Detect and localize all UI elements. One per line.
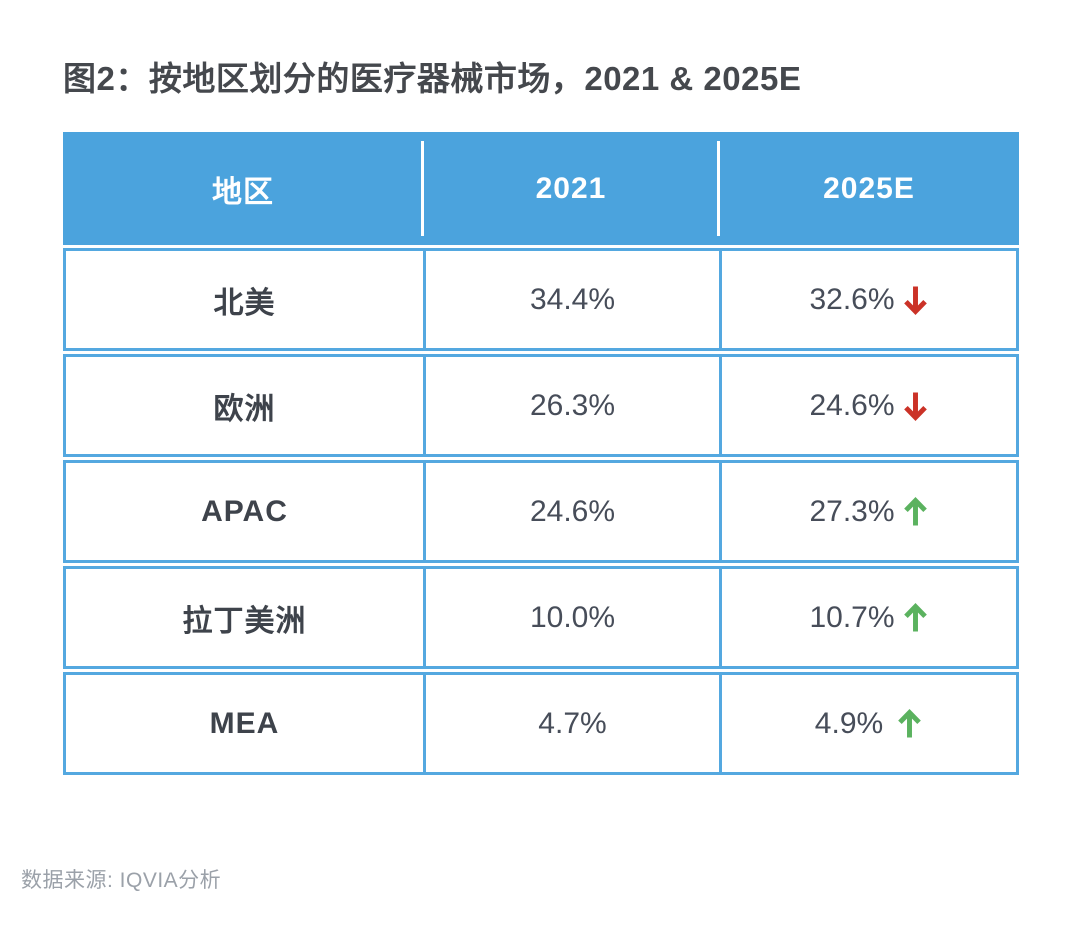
figure-title: 图2：按地区划分的医疗器械市场，2021 & 2025E bbox=[63, 60, 802, 97]
value-2025e-text: 27.3% bbox=[809, 494, 895, 528]
trend-arrow-icon bbox=[902, 284, 929, 316]
region-cell: APAC bbox=[201, 494, 288, 528]
column-header-2021: 2021 bbox=[421, 132, 719, 245]
value-2025e-cell: 4.9% bbox=[719, 675, 1016, 772]
table-row: 欧洲 26.3% 24.6% bbox=[63, 354, 1019, 457]
table-row: 拉丁美洲 10.0% 10.7% bbox=[63, 566, 1019, 669]
region-cell: 欧洲 bbox=[213, 392, 276, 426]
value-2021-cell: 26.3% bbox=[423, 357, 719, 454]
trend-arrow-icon bbox=[896, 708, 923, 740]
region-cell: MEA bbox=[209, 706, 280, 740]
value-2025e-text: 4.9% bbox=[814, 706, 884, 740]
value-2021-cell: 34.4% bbox=[423, 251, 719, 348]
region-cell: 北美 bbox=[213, 286, 276, 320]
value-2025e-cell: 24.6% bbox=[719, 357, 1016, 454]
table-row: 北美 34.4% 32.6% bbox=[63, 248, 1019, 351]
value-2025e-text: 10.7% bbox=[809, 600, 895, 634]
column-header-2025e: 2025E bbox=[717, 132, 1019, 245]
value-2025e-cell: 10.7% bbox=[719, 569, 1016, 666]
trend-arrow-icon bbox=[902, 602, 929, 634]
value-2021-cell: 24.6% bbox=[423, 463, 719, 560]
region-cell: 拉丁美洲 bbox=[182, 604, 307, 638]
value-2021-cell: 10.0% bbox=[423, 569, 719, 666]
region-market-table: 地区 2021 2025E 北美 34.4% 32.6% 欧洲 26.3% 24… bbox=[63, 132, 1019, 775]
value-2025e-cell: 32.6% bbox=[719, 251, 1016, 348]
value-2025e-text: 24.6% bbox=[809, 388, 895, 422]
value-2021-cell: 4.7% bbox=[423, 675, 719, 772]
table-row: MEA 4.7% 4.9% bbox=[63, 672, 1019, 775]
value-2025e-cell: 27.3% bbox=[719, 463, 1016, 560]
data-source-note: 数据来源: IQVIA分析 bbox=[21, 869, 222, 892]
trend-arrow-icon bbox=[902, 496, 929, 528]
trend-arrow-icon bbox=[902, 390, 929, 422]
table-header-row: 地区 2021 2025E bbox=[63, 132, 1019, 245]
column-header-region: 地区 bbox=[212, 175, 274, 209]
table-row: APAC 24.6% 27.3% bbox=[63, 460, 1019, 563]
value-2025e-text: 32.6% bbox=[809, 282, 895, 316]
